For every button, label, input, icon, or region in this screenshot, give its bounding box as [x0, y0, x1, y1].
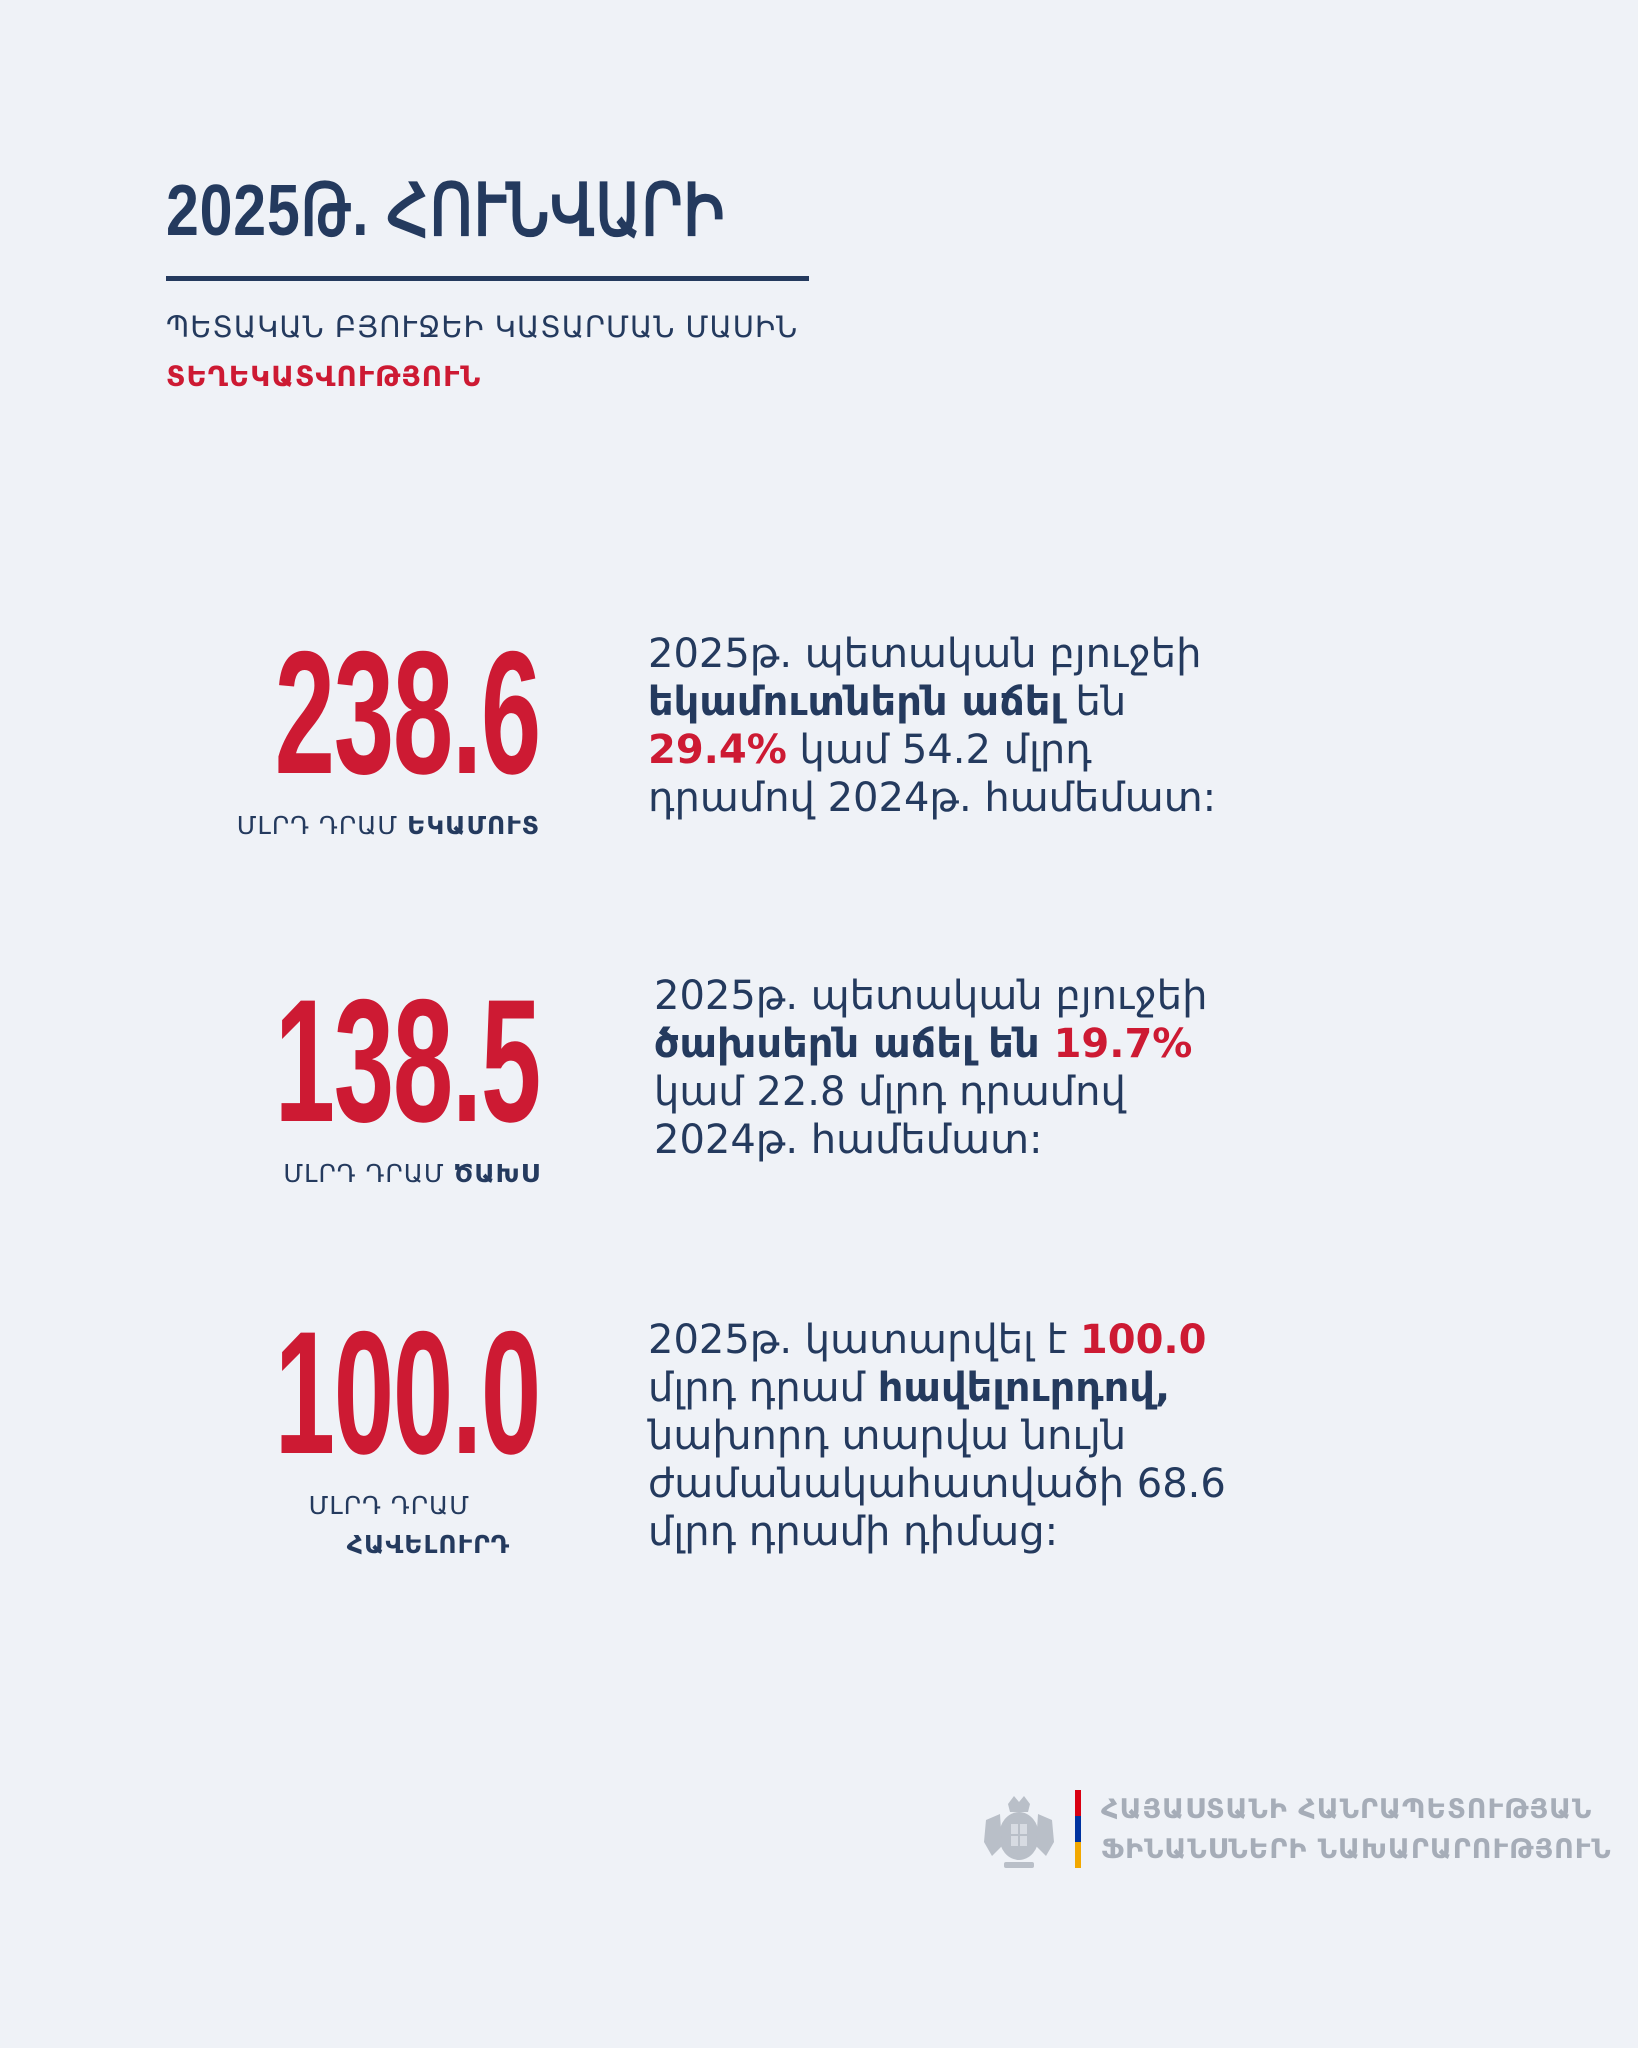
stat-unit: ՄԼՐԴ ԴՐԱՄ — [308, 1491, 470, 1520]
title-divider — [166, 276, 809, 281]
stat-expenditure-description: 2025թ. պետական բյուջեի ծախսերն աճել են 1… — [654, 972, 1254, 1164]
stat-surplus: 100.0 ՄԼՐԴ ԴՐԱՄ ՀԱՎԵԼՈՒՐԴ — [20, 1296, 542, 1559]
desc-line: ծախսերն աճել են 19.7% — [654, 1021, 1193, 1067]
stat-value: 238.6 — [274, 616, 542, 811]
subtitle: ՊԵՏԱԿԱՆ ԲՅՈՒՋԵԻ ԿԱՏԱՐՄԱՆ ՄԱՍԻՆ — [166, 310, 799, 344]
desc-line: ժամանակահատվածի 68.6 — [648, 1461, 1226, 1507]
stat-revenue: 238.6 ՄԼՐԴ ԴՐԱՄ ԵԿԱՄՈՒՏ — [20, 616, 542, 840]
page-title: 2025Թ. ՀՈՒՆՎԱՐԻ — [166, 171, 725, 251]
flag-stripe — [1075, 1790, 1081, 1868]
coat-of-arms-icon — [984, 1796, 1054, 1868]
stat-surplus-description: 2025թ. կատարվել է 100.0 մլրդ դրամ հավելո… — [648, 1316, 1248, 1556]
stat-unit: ՄԼՐԴ ԴՐԱՄ ԵԿԱՄՈՒՏ — [236, 811, 540, 840]
desc-line: 2024թ. համեմատ: — [654, 1117, 1043, 1163]
stat-unit: ՄԼՐԴ ԴՐԱՄ ԾԱԽՍ — [283, 1159, 540, 1188]
org-name-line2: ՖԻՆԱՆՍՆԵՐԻ ՆԱԽԱՐԱՐՈՒԹՅՈՒՆ — [1101, 1834, 1612, 1865]
desc-line: կամ 22.8 մլրդ դրամով — [654, 1069, 1126, 1115]
desc-line: 2025թ. պետական բյուջեի — [648, 631, 1202, 677]
flag-blue — [1075, 1816, 1081, 1842]
desc-line: դրամով 2024թ. համեմատ: — [648, 775, 1217, 821]
subtitle-accent: ՏԵՂԵԿԱՏՎՈՒԹՅՈՒՆ — [166, 360, 482, 393]
flag-orange — [1075, 1842, 1081, 1868]
desc-line: մլրդ դրամ հավելուրդով, — [648, 1365, 1171, 1411]
stat-unit-bold: ՀԱՎԵԼՈՒՐԴ — [346, 1530, 510, 1559]
stat-value: 138.5 — [274, 964, 542, 1159]
desc-line: եկամուտներն աճել են — [648, 679, 1127, 725]
stat-expenditure: 138.5 ՄԼՐԴ ԴՐԱՄ ԾԱԽՍ — [20, 964, 542, 1188]
desc-line: նախորդ տարվա նույն — [648, 1413, 1127, 1459]
desc-line: 2025թ. պետական բյուջեի — [654, 973, 1208, 1019]
desc-line: 2025թ. կատարվել է 100.0 — [648, 1317, 1207, 1363]
org-name-line1: ՀԱՅԱՍՏԱՆԻ ՀԱՆՐԱՊԵՏՈՒԹՅԱՆ — [1101, 1794, 1593, 1825]
desc-line: մլրդ դրամի դիմաց: — [648, 1509, 1059, 1555]
desc-line: 29.4% կամ 54.2 մլրդ — [648, 727, 1092, 773]
stat-revenue-description: 2025թ. պետական բյուջեի եկամուտներն աճել … — [648, 630, 1248, 822]
flag-red — [1075, 1790, 1081, 1816]
stat-value: 100.0 — [274, 1296, 542, 1491]
ministry-logo: ՀԱՅԱՍՏԱՆԻ ՀԱՆՐԱՊԵՏՈՒԹՅԱՆ ՖԻՆԱՆՍՆԵՐԻ ՆԱԽԱ… — [978, 1790, 1611, 1890]
